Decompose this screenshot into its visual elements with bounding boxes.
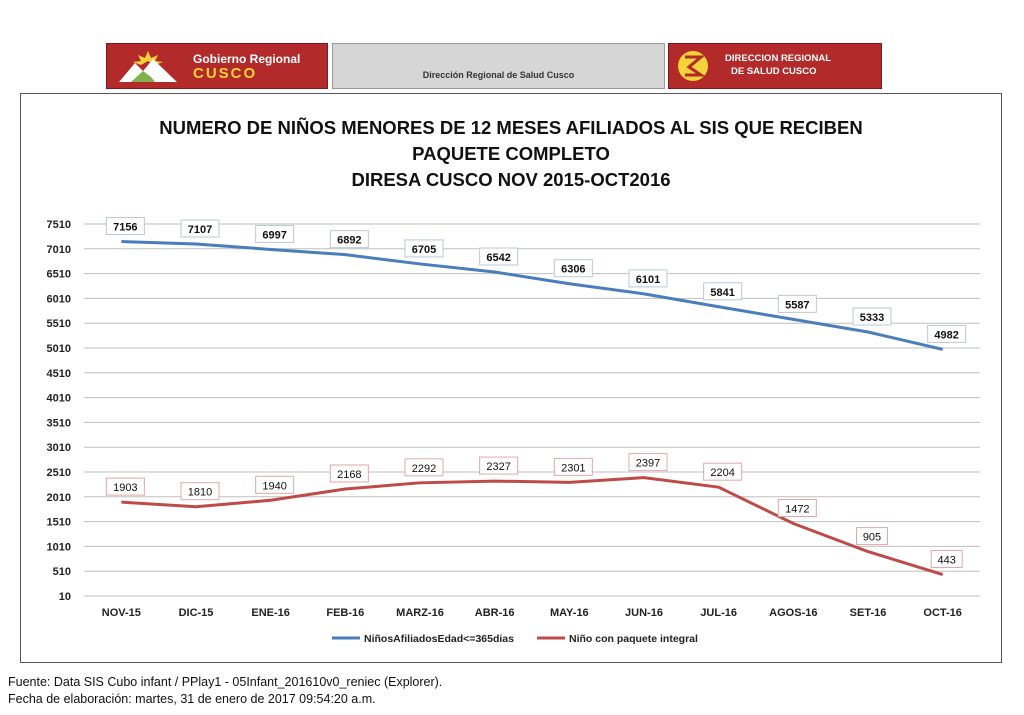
chart-title-line-3: DIRESA CUSCO NOV 2015-OCT2016 (351, 169, 671, 190)
logo-text-salud: DE SALUD CUSCO (731, 66, 817, 77)
chart-frame (20, 93, 1002, 663)
header-center-text: Dirección Regional de Salud Cusco (422, 70, 575, 80)
mountain-sun-icon (119, 51, 177, 82)
footer-date: Fecha de elaboración: martes, 31 de ener… (8, 692, 376, 706)
footer-source: Fuente: Data SIS Cubo infant / PPlay1 - … (8, 675, 443, 689)
health-emblem-icon (678, 51, 708, 81)
logo-text-cusco: CUSCO (193, 65, 258, 82)
logo-text-direccion: DIRECCION REGIONAL (725, 53, 832, 64)
chart-title-line-1: NUMERO DE NIÑOS MENORES DE 12 MESES AFIL… (159, 117, 863, 138)
diresa-logo: DIRECCION REGIONAL DE SALUD CUSCO (668, 43, 882, 89)
header-banner-center: Dirección Regional de Salud Cusco (332, 43, 665, 89)
chart-title-line-2: PAQUETE COMPLETO (412, 143, 610, 164)
logo-text-gobierno: Gobierno Regional (193, 52, 301, 66)
gobierno-regional-logo: Gobierno Regional CUSCO (106, 43, 328, 89)
